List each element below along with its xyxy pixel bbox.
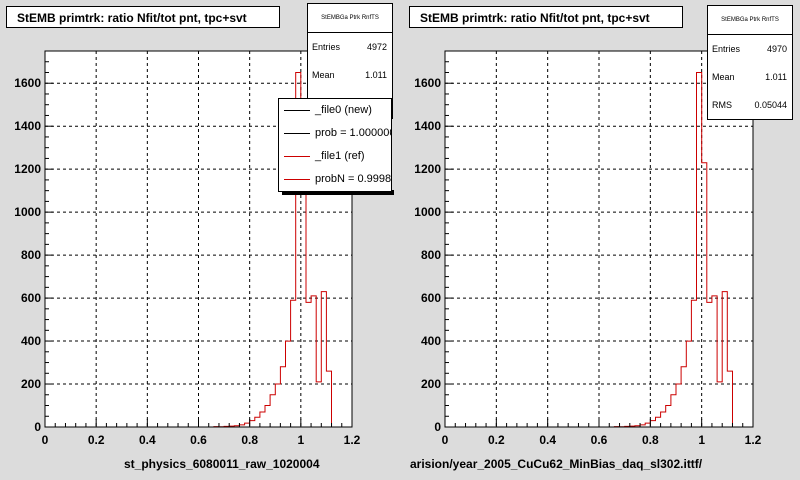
legend-entry-file0: _file0 (new) [279,99,391,122]
histogram-panel-left: 0 0.2 0.4 0.6 0.8 1 1.2 0 200 400 600 800 1000 1200 14… [6,3,394,471]
y-tick-label-right-6: 1200 [414,162,441,176]
x-tick-label-right-0: 0 [442,433,449,447]
chart-title-left: StEMB primtrk: ratio Nfit/tot pnt, tpc+s… [6,6,280,28]
stats-entries-value-left: 4972 [366,42,387,52]
y-tick-label-left-8: 1600 [14,76,41,90]
x-tick-label-right-4: 0.8 [642,433,659,447]
y-tick-label-right-3: 600 [421,291,441,305]
chart-title-text-left: StEMB primtrk: ratio Nfit/tot pnt, tpc+s… [17,11,247,25]
stats-mean-label-right: Mean [712,72,735,82]
stats-mean-value-left: 1.011 [365,70,387,80]
stats-rms-label-right: RMS [712,100,732,110]
stats-entries-row-left: Entries 4972 [308,33,392,61]
y-tick-label-left-1: 200 [21,377,41,391]
legend-text-file1: _file1 (ref) [315,150,365,162]
legend-line-probn [284,179,310,180]
stats-entries-value-right: 4970 [766,44,787,54]
y-tick-label-right-4: 800 [421,248,441,262]
legend-entry-probn: probN = 0.999877 [279,168,391,191]
y-tick-label-left-6: 1200 [14,162,41,176]
legend-shadow-bottom [282,190,394,195]
y-tick-label-left-2: 400 [21,334,41,348]
stats-name-right: StEMBGa Ptrk RnfTS [708,6,792,35]
stats-name-left: StEMBGa Ptrk RnfTS [308,4,392,33]
legend-line-file0 [284,110,310,111]
y-tick-label-right-5: 1000 [414,205,441,219]
stats-entries-row-right: Entries 4970 [708,35,792,63]
x-axis-label-right: arision/year_2005_CuCu62_MinBias_daq_sl3… [410,457,703,471]
y-tick-label-right-7: 1400 [414,119,441,133]
x-tick-label-left-5: 1 [297,433,304,447]
y-tick-label-right-1: 200 [421,377,441,391]
y-tick-label-left-7: 1400 [14,119,41,133]
legend-entry-prob: prob = 1.000000 [279,122,391,145]
x-tick-label-right-5: 1 [698,433,705,447]
histogram-plot-right: 0 0.2 0.4 0.6 0.8 1 1.2 0 200 400 600 800 1000 1200 14… [414,50,762,447]
y-tick-label-right-0: 0 [434,420,441,434]
y-tick-label-right-2: 400 [421,334,441,348]
legend-box: _file0 (new) prob = 1.000000 _file1 (ref… [278,98,392,192]
legend-text-prob: prob = 1.000000 [315,127,392,139]
x-tick-label-left-1: 0.2 [88,433,105,447]
legend-line-prob [284,133,310,134]
legend-entry-file1: _file1 (ref) [279,145,391,168]
legend-text-probn: probN = 0.999877 [315,173,392,185]
stats-entries-label-left: Entries [312,42,341,52]
x-tick-label-right-1: 0.2 [488,433,505,447]
chart-title-text-right: StEMB primtrk: ratio Nfit/tot pnt, tpc+s… [420,11,650,25]
x-tick-label-left-2: 0.4 [139,433,156,447]
stats-box-right: StEMBGa Ptrk RnfTS Entries 4970 Mean 1.0… [707,5,793,120]
x-tick-label-left-0: 0 [42,433,49,447]
y-tick-label-left-5: 1000 [14,205,41,219]
chart-title-right: StEMB primtrk: ratio Nfit/tot pnt, tpc+s… [409,6,683,28]
stats-mean-value-right: 1.011 [765,72,787,82]
stats-entries-label-right: Entries [712,44,741,54]
y-tick-label-left-4: 800 [21,248,41,262]
y-tick-label-left-0: 0 [34,420,41,434]
x-tick-label-left-6: 1.2 [344,433,361,447]
stats-mean-label-left: Mean [312,70,335,80]
y-tick-label-right-8: 1600 [414,76,441,90]
legend-text-file0: _file0 (new) [315,104,372,116]
x-tick-label-right-3: 0.6 [591,433,608,447]
legend-line-file1 [284,156,310,157]
x-tick-label-right-6: 1.2 [745,433,762,447]
stats-rms-row-right: RMS 0.05044 [708,91,792,119]
x-axis-label-left: st_physics_6080011_raw_1020004 [124,457,320,471]
y-tick-label-left-3: 600 [21,291,41,305]
stats-rms-value-right: 0.05044 [754,100,787,110]
x-tick-label-left-4: 0.8 [241,433,258,447]
x-tick-label-left-3: 0.6 [190,433,207,447]
histogram-panel-right: 0 0.2 0.4 0.6 0.8 1 1.2 0 200 400 600 800 1000 1200 14… [400,0,800,480]
stats-mean-row-right: Mean 1.011 [708,63,792,91]
stats-mean-row-left: Mean 1.011 [308,61,392,89]
x-tick-label-right-2: 0.4 [539,433,556,447]
